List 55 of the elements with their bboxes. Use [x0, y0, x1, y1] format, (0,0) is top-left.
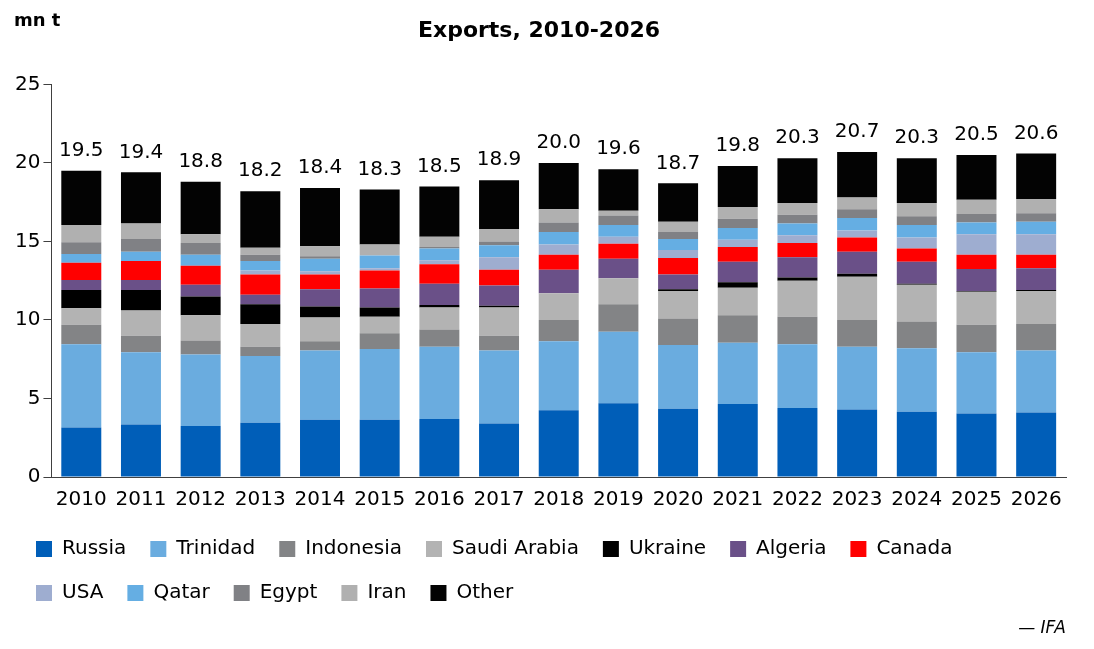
x-tick-label: 2020 — [652, 486, 704, 511]
y-tick-label: 10 — [15, 306, 41, 331]
total-label: 18.7 — [655, 149, 701, 174]
x-tick-label: 2015 — [354, 486, 406, 511]
total-label: 20.6 — [1013, 119, 1059, 144]
legend-label: Algeria — [756, 535, 827, 560]
text: — IFA — [1018, 616, 1066, 637]
x-tick-label: 2019 — [592, 486, 644, 511]
x-tick-label: 2013 — [234, 486, 286, 511]
x-tick-label: 2014 — [294, 486, 346, 511]
total-label: 20.5 — [954, 121, 999, 146]
legend-label: Canada — [876, 535, 953, 560]
y-tick-label: 5 — [27, 384, 41, 409]
total-label: 20.3 — [775, 124, 820, 149]
x-tick-label: 2018 — [533, 486, 585, 511]
x-tick-label: 2017 — [473, 486, 525, 511]
legend-label: Saudi Arabia — [451, 535, 579, 560]
x-tick-label: 2010 — [55, 486, 107, 511]
total-label: 18.4 — [297, 154, 343, 179]
x-tick-label: 2024 — [891, 486, 943, 511]
total-label: 20.7 — [834, 118, 880, 143]
total-label: 18.9 — [476, 146, 522, 171]
total-label: 18.5 — [417, 152, 462, 177]
legend-label: Other — [456, 579, 515, 604]
total-label: 19.6 — [596, 135, 641, 160]
chart-title: Exports, 2010-2026 — [417, 16, 661, 42]
y-tick-label: 0 — [27, 463, 41, 488]
x-tick-label: 2011 — [115, 486, 167, 511]
x-tick-label: 2016 — [413, 486, 465, 511]
legend-label: Trinidad — [175, 535, 256, 560]
x-tick-label: 2025 — [951, 486, 1002, 511]
y-axis-title: mn t — [14, 8, 61, 30]
legend-label: Qatar — [153, 579, 211, 604]
legend-label: USA — [62, 579, 104, 604]
legend-label: Indonesia — [305, 535, 402, 560]
x-tick-label: 2021 — [712, 486, 764, 511]
x-tick-label: 2026 — [1010, 486, 1062, 511]
total-label: 19.5 — [59, 136, 104, 161]
total-label: 18.2 — [238, 157, 283, 182]
y-tick-label: 25 — [15, 70, 41, 95]
total-label: 19.8 — [715, 132, 761, 157]
total-label: 20.3 — [894, 124, 940, 149]
legend-label: Egypt — [259, 579, 318, 604]
total-label: 18.3 — [357, 155, 402, 180]
x-tick-label: 2012 — [175, 486, 227, 511]
legend-label: Russia — [62, 535, 127, 560]
total-label: 19.4 — [118, 138, 164, 163]
total-label: 18.8 — [178, 147, 223, 172]
x-tick-label: 2022 — [771, 486, 823, 511]
legend-label: Iran — [367, 579, 407, 604]
legend-label: Ukraine — [628, 535, 707, 560]
total-label: 20.0 — [536, 129, 581, 154]
x-tick-label: 2023 — [831, 486, 883, 511]
y-tick-label: 15 — [15, 227, 41, 252]
y-tick-label: 20 — [15, 149, 41, 174]
